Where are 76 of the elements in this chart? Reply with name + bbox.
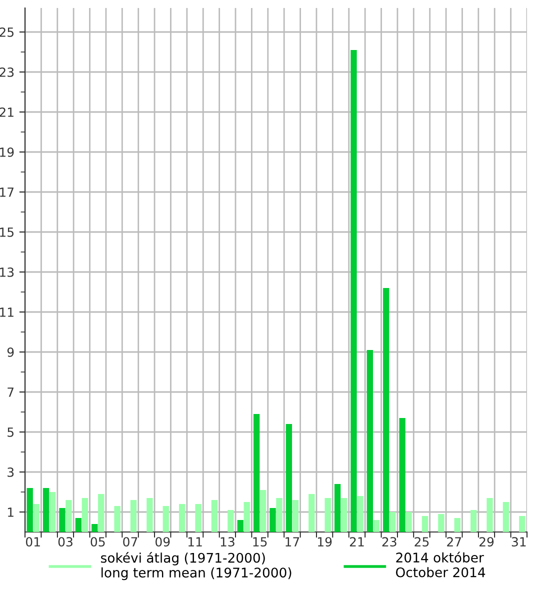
bar bbox=[350, 50, 357, 532]
bar bbox=[406, 512, 412, 532]
bar bbox=[260, 490, 266, 532]
bar bbox=[502, 502, 510, 532]
bar bbox=[253, 414, 260, 532]
bar bbox=[66, 500, 72, 532]
y-tick-label: 1 bbox=[8, 508, 14, 517]
bar bbox=[98, 494, 104, 532]
x-tick-label: 11 bbox=[188, 537, 202, 546]
bar bbox=[244, 502, 250, 532]
y-tick-label: 23 bbox=[0, 67, 14, 77]
y-tick-label: 5 bbox=[8, 428, 14, 437]
bar bbox=[486, 498, 493, 532]
bar bbox=[59, 508, 66, 532]
bar bbox=[228, 510, 234, 532]
x-tick-label: 05 bbox=[90, 537, 105, 547]
bar bbox=[340, 498, 348, 532]
x-tick-label: 13 bbox=[220, 537, 234, 547]
y-tick-label: 3 bbox=[8, 467, 14, 477]
legend-label: 2014 október October 2014 bbox=[396, 552, 486, 578]
x-tick-label: 21 bbox=[350, 537, 364, 546]
bar bbox=[75, 518, 82, 532]
y-tick-label: 11 bbox=[0, 308, 14, 317]
x-tick-label: 01 bbox=[26, 537, 40, 547]
legend-label: sokévi átlag (1971-2000) long term mean (1971-2000) bbox=[101, 552, 292, 580]
bar bbox=[334, 484, 341, 532]
bar bbox=[270, 508, 276, 532]
bar bbox=[179, 504, 186, 532]
x-tick-label: 29 bbox=[479, 537, 494, 547]
bar bbox=[454, 518, 460, 532]
y-tick-label: 9 bbox=[7, 347, 14, 357]
bar bbox=[26, 488, 33, 532]
y-tick-label: 21 bbox=[0, 107, 14, 117]
bar bbox=[422, 516, 428, 532]
x-tick-label: 23 bbox=[382, 537, 396, 547]
y-tick-label: 13 bbox=[0, 267, 14, 277]
bar bbox=[49, 492, 56, 532]
x-tick-label: 09 bbox=[156, 537, 170, 547]
y-tick-label: 15 bbox=[0, 228, 14, 237]
bar bbox=[438, 514, 444, 532]
bar bbox=[399, 418, 406, 532]
x-tick-label: 31 bbox=[512, 537, 526, 547]
y-tick-label: 19 bbox=[0, 147, 14, 157]
bar bbox=[373, 520, 380, 532]
x-tick-label: 17 bbox=[286, 537, 300, 546]
y-tick-label: 25 bbox=[0, 27, 14, 37]
bar bbox=[114, 506, 120, 532]
bar bbox=[237, 520, 244, 532]
bar bbox=[276, 498, 282, 532]
bar bbox=[195, 504, 202, 532]
bar bbox=[130, 500, 137, 532]
bar bbox=[470, 510, 477, 532]
x-tick-label: 27 bbox=[447, 537, 462, 546]
bar bbox=[42, 488, 50, 532]
x-tick-label: 15 bbox=[253, 537, 267, 547]
bar bbox=[357, 496, 364, 532]
bar bbox=[82, 498, 88, 532]
bar bbox=[324, 498, 331, 532]
x-tick-label: 19 bbox=[318, 537, 332, 547]
bar bbox=[33, 504, 40, 532]
x-tick-label: 07 bbox=[123, 537, 138, 547]
bar bbox=[92, 524, 98, 532]
bar bbox=[146, 498, 153, 532]
bar bbox=[162, 506, 169, 532]
x-tick-label: 25 bbox=[414, 537, 429, 547]
bar bbox=[286, 424, 292, 532]
bar bbox=[390, 512, 396, 532]
bar bbox=[366, 350, 373, 532]
bar bbox=[211, 500, 218, 532]
bar bbox=[519, 516, 526, 532]
bar bbox=[308, 494, 315, 532]
bar bbox=[292, 500, 299, 532]
y-tick-label: 17 bbox=[0, 188, 14, 197]
bar bbox=[383, 288, 390, 532]
x-tick-label: 03 bbox=[58, 537, 72, 547]
y-tick-label: 7 bbox=[8, 388, 14, 397]
